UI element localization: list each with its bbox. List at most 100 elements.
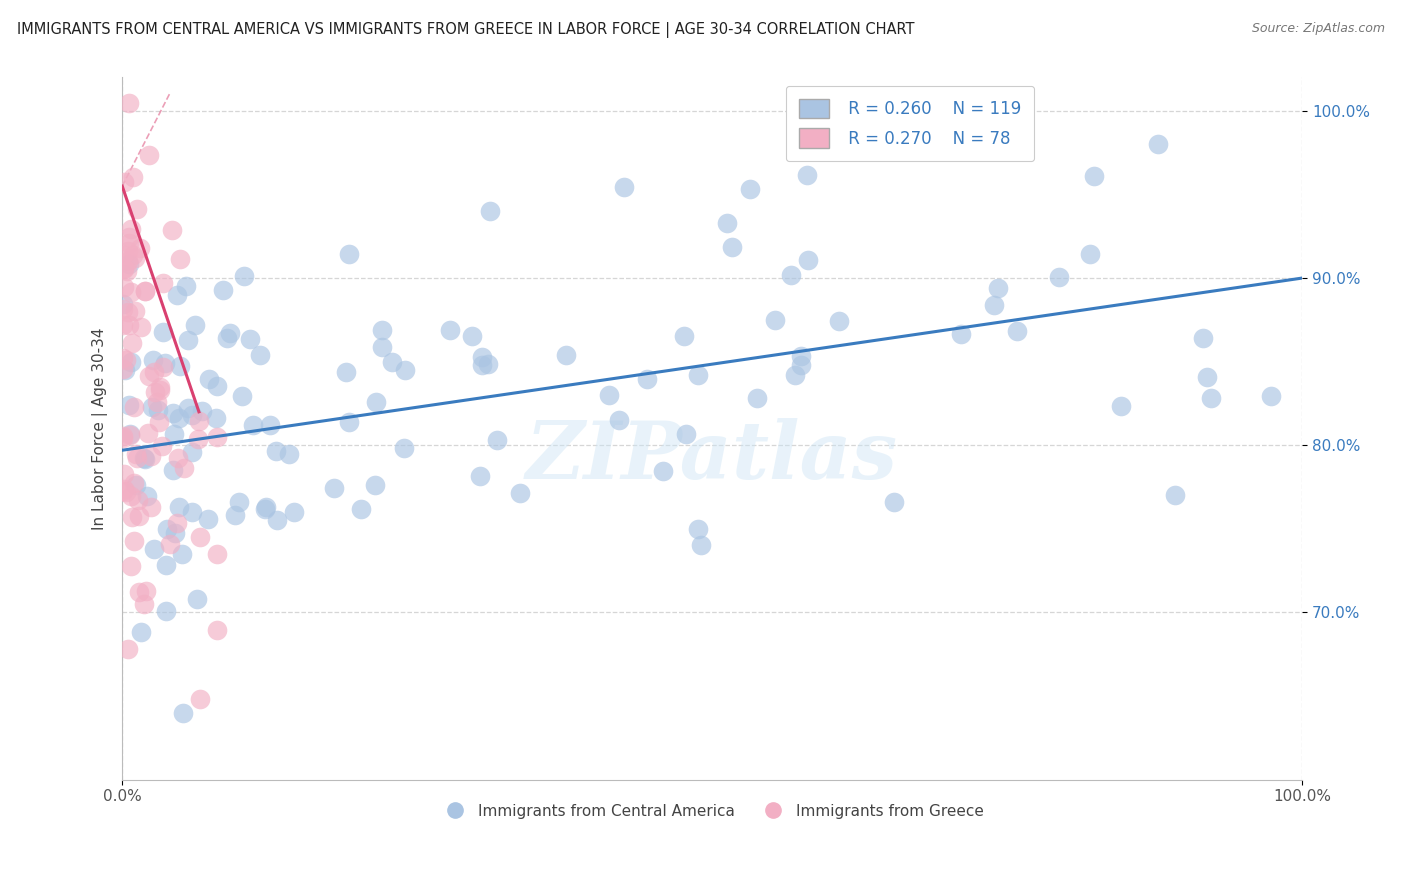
Point [277, 447, 299, 461]
Point [181, 505, 204, 519]
Point [129, 241, 152, 255]
Point [366, 395, 388, 409]
Point [181, 408, 204, 422]
Point [117, 304, 139, 318]
Point [174, 279, 197, 293]
Point [112, 248, 135, 262]
Point [949, 327, 972, 342]
Point [1199, 391, 1222, 405]
Point [167, 410, 190, 425]
Point [686, 522, 709, 536]
Point [689, 538, 711, 552]
Point [169, 359, 191, 373]
Point [125, 478, 148, 492]
Point [115, 264, 138, 278]
Point [141, 401, 163, 415]
Point [1260, 389, 1282, 403]
Point [112, 318, 135, 332]
Point [264, 444, 287, 458]
Point [218, 326, 240, 341]
Point [485, 433, 508, 447]
Point [128, 585, 150, 599]
Point [470, 469, 492, 483]
Point [134, 284, 156, 298]
Point [143, 384, 166, 399]
Point [828, 313, 851, 327]
Point [143, 542, 166, 557]
Point [115, 353, 138, 368]
Point [120, 285, 142, 299]
Point [114, 175, 136, 189]
Point [150, 439, 173, 453]
Point [155, 356, 177, 370]
Point [188, 530, 211, 544]
Point [381, 355, 404, 369]
Point [118, 257, 141, 271]
Point [335, 365, 357, 379]
Point [254, 500, 277, 515]
Point [1147, 137, 1170, 152]
Point [231, 389, 253, 403]
Point [224, 508, 246, 523]
Point [138, 148, 160, 162]
Point [228, 495, 250, 509]
Point [139, 450, 162, 464]
Point [163, 525, 186, 540]
Point [155, 558, 177, 572]
Point [1047, 270, 1070, 285]
Point [337, 416, 360, 430]
Point [212, 283, 235, 297]
Point [125, 202, 148, 216]
Point [673, 328, 696, 343]
Point [186, 591, 208, 606]
Point [112, 261, 135, 276]
Point [155, 604, 177, 618]
Point [198, 371, 221, 385]
Point [166, 516, 188, 531]
Point [204, 410, 226, 425]
Point [172, 706, 194, 720]
Point [118, 236, 141, 251]
Point [121, 335, 143, 350]
Point [350, 501, 373, 516]
Point [112, 431, 135, 445]
Point [166, 450, 188, 465]
Point [152, 325, 174, 339]
Point [370, 340, 392, 354]
Point [134, 452, 156, 467]
Point [127, 450, 149, 465]
Point [112, 280, 135, 294]
Point [162, 406, 184, 420]
Point [129, 319, 152, 334]
Point [173, 461, 195, 475]
Point [461, 328, 484, 343]
Point [118, 318, 141, 332]
Point [478, 204, 501, 219]
Point [122, 533, 145, 548]
Point [1083, 169, 1105, 183]
Point [987, 281, 1010, 295]
Point [124, 252, 146, 266]
Point [112, 351, 135, 366]
Point [197, 512, 219, 526]
Point [160, 223, 183, 237]
Point [337, 247, 360, 261]
Point [129, 625, 152, 640]
Point [716, 216, 738, 230]
Point [205, 379, 228, 393]
Point [112, 297, 135, 311]
Point [132, 450, 155, 465]
Point [598, 388, 620, 402]
Point [797, 253, 820, 268]
Point [159, 537, 181, 551]
Point [149, 380, 172, 394]
Point [720, 239, 742, 253]
Point [122, 476, 145, 491]
Text: IMMIGRANTS FROM CENTRAL AMERICA VS IMMIGRANTS FROM GREECE IN LABOR FORCE | AGE 3: IMMIGRANTS FROM CENTRAL AMERICA VS IMMIG… [17, 22, 914, 38]
Point [1109, 400, 1132, 414]
Point [120, 355, 142, 369]
Point [120, 222, 142, 236]
Point [779, 268, 801, 283]
Point [242, 418, 264, 433]
Point [120, 489, 142, 503]
